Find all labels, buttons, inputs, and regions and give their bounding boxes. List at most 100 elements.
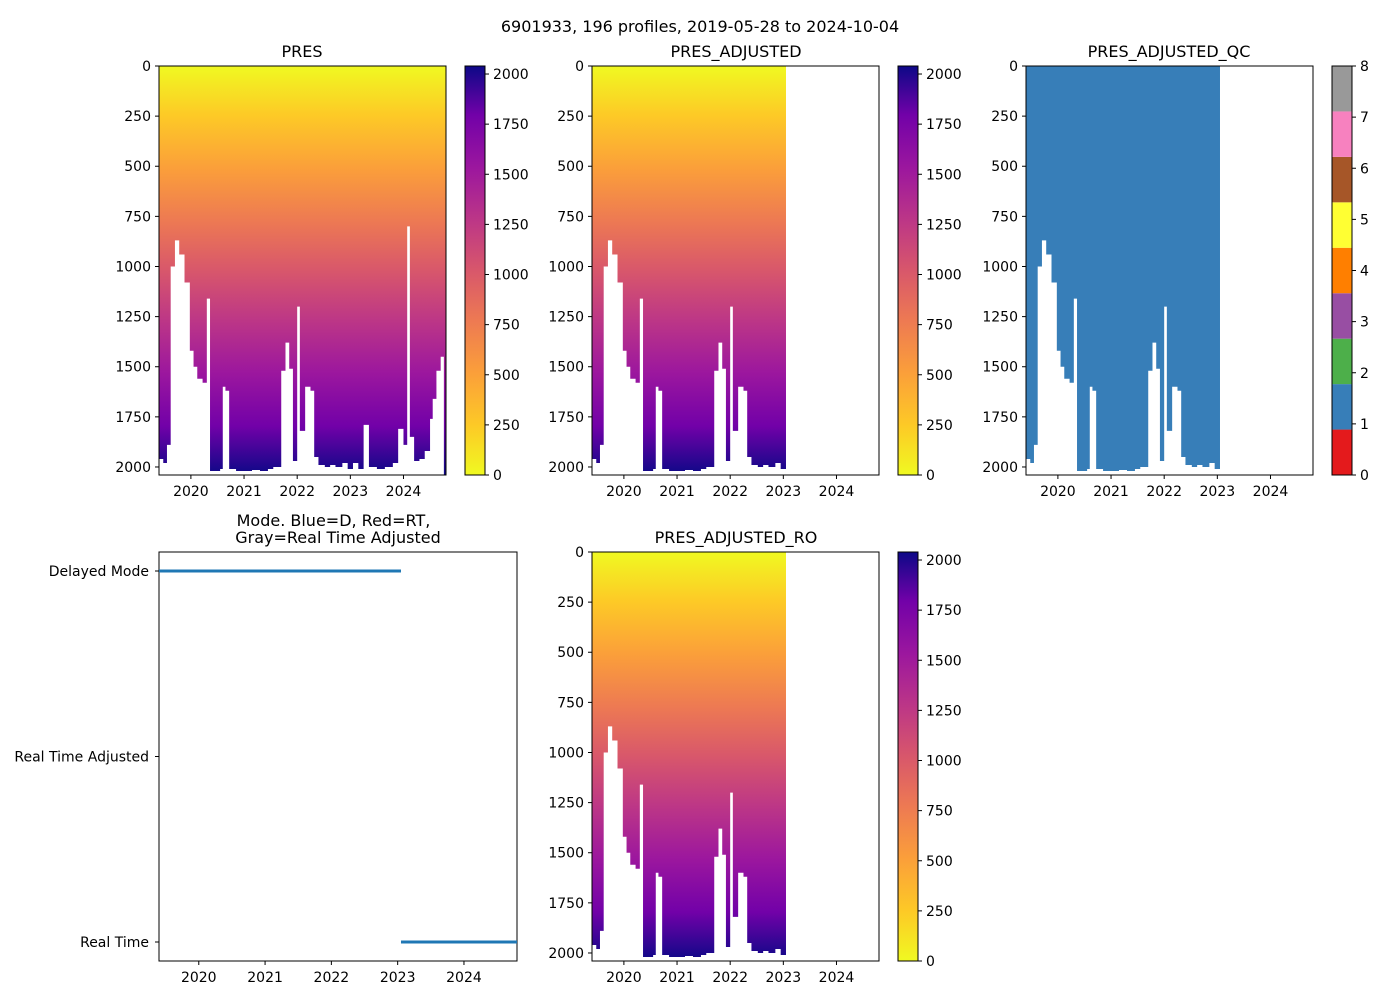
x-tick-label: 2021 — [226, 484, 262, 500]
y-tick-label: 1000 — [115, 259, 151, 275]
panel-title-line: Mode. Blue=D, Red=RT, — [237, 511, 431, 530]
colorbar-tick-label: 0 — [1360, 468, 1369, 484]
colorbar-tick-label: 750 — [926, 804, 953, 820]
y-tick-label: Real Time — [80, 935, 149, 951]
y-axis: 0 250 500 750 1000 1250 1500 1750 2000 — [548, 545, 592, 962]
y-tick-label: 500 — [557, 159, 584, 175]
plot-frame — [1025, 65, 1314, 476]
colorbar-tick-label: 2000 — [493, 67, 529, 83]
x-tick-label: 2023 — [1200, 484, 1236, 500]
colorbar-tick-label: 1250 — [926, 703, 962, 719]
panel-mode: Mode. Blue=D, Red=RT, Gray=Real Time Adj… — [14, 511, 518, 986]
y-tick-label: 1750 — [548, 896, 584, 912]
plot-frame — [591, 551, 880, 962]
missing-data-mask — [159, 226, 444, 475]
y-tick-label: 750 — [557, 695, 584, 711]
colorbar-tick-label: 1000 — [926, 754, 962, 770]
colorbar-tick-label: 1500 — [926, 167, 962, 183]
y-tick-label: 1000 — [982, 259, 1018, 275]
y-tick-label: 250 — [991, 109, 1018, 125]
y-tick-label: 1250 — [115, 310, 151, 326]
y-axis: 0 250 500 750 1000 1250 1500 1750 2000 — [548, 59, 592, 476]
colorbar-ticks: 0 1 2 3 4 5 6 7 8 — [1352, 59, 1369, 484]
y-tick-label: 1000 — [548, 259, 584, 275]
x-axis: 2020 2021 2022 2023 2024 — [181, 961, 482, 986]
x-tick-label: 2020 — [181, 970, 217, 986]
x-tick-label: 2024 — [1253, 484, 1289, 500]
colorbar-tick-label: 1750 — [926, 603, 962, 619]
x-axis: 2020 2021 2022 2023 2024 — [173, 475, 421, 500]
colorbar — [897, 65, 919, 476]
colorbar-tick-label: 6 — [1360, 161, 1369, 177]
colorbar-tick-label: 250 — [493, 418, 520, 434]
colorbar-tick-label: 1000 — [926, 268, 962, 284]
colorbar-tick-label: 0 — [926, 468, 935, 484]
qc-color-swatch — [1332, 202, 1352, 248]
x-tick-label: 2021 — [247, 970, 283, 986]
colorbar-tick-label: 4 — [1360, 264, 1369, 280]
x-tick-label: 2022 — [314, 970, 350, 986]
x-tick-label: 2024 — [819, 970, 855, 986]
y-tick-label: 750 — [124, 209, 151, 225]
colorbar-tick-label: 2000 — [926, 67, 962, 83]
colorbar-tick-label: 2 — [1360, 366, 1369, 382]
colorbar-tick-label: 7 — [1360, 110, 1369, 126]
panel-title: PRES_ADJUSTED_RO — [655, 528, 818, 548]
plot-frame — [158, 65, 447, 476]
colorbar-tick-label: 1250 — [493, 217, 529, 233]
y-tick-label: 1000 — [548, 745, 584, 761]
x-tick-label: 2020 — [173, 484, 209, 500]
colorbar-ticks: 0 250 500 750 1000 1250 1500 1750 2000 — [485, 67, 529, 484]
colorbar-tick-label: 3 — [1360, 315, 1369, 331]
colorbar-ticks: 0 250 500 750 1000 1250 1500 1750 2000 — [918, 553, 962, 970]
x-tick-label: 2022 — [712, 970, 748, 986]
plot-frame — [591, 65, 880, 476]
x-tick-label: 2020 — [606, 970, 642, 986]
y-axis: 0 250 500 750 1000 1250 1500 1750 2000 — [115, 59, 159, 476]
colorbar-tick-label: 1750 — [926, 117, 962, 133]
panel-pres-adjusted-ro: PRES_ADJUSTED_RO 0 250 500 750 1000 1250 1500 1… — [548, 528, 961, 986]
y-tick-label: 2000 — [115, 460, 151, 476]
y-axis: Delayed Mode Real Time Adjusted Real Time — [14, 564, 159, 951]
y-tick-label: 2000 — [548, 460, 584, 476]
panel-title: Mode. Blue=D, Red=RT, Gray=Real Time Adj… — [235, 511, 441, 547]
panel-title: PRES_ADJUSTED — [670, 42, 801, 62]
y-tick-label: 750 — [557, 209, 584, 225]
x-tick-label: 2024 — [446, 970, 482, 986]
y-tick-label: 1500 — [982, 360, 1018, 376]
x-axis: 2020 2021 2022 2023 2024 — [1040, 475, 1288, 500]
colorbar-tick-label: 1500 — [926, 653, 962, 669]
panel-title: PRES_ADJUSTED_QC — [1088, 42, 1251, 62]
colorbar-tick-label: 1 — [1360, 417, 1369, 433]
colorbar-tick-label: 0 — [493, 468, 502, 484]
qc-color-swatch — [1332, 247, 1352, 294]
y-tick-label: 1250 — [548, 310, 584, 326]
panel-title-line: Gray=Real Time Adjusted — [235, 528, 441, 547]
panel-pres-adjusted-qc: PRES_ADJUSTED_QC 02505007501000125015001… — [982, 42, 1369, 500]
y-tick-label: 1250 — [548, 796, 584, 812]
colorbar — [464, 65, 486, 476]
colorbar-tick-label: 750 — [493, 318, 520, 334]
x-tick-label: 2023 — [380, 970, 416, 986]
x-tick-label: 2023 — [333, 484, 369, 500]
y-tick-label: 500 — [991, 159, 1018, 175]
x-tick-label: 2023 — [766, 970, 802, 986]
x-tick-label: 2021 — [1093, 484, 1129, 500]
colorbar-tick-label: 250 — [926, 904, 953, 920]
colorbar-tick-label: 5 — [1360, 212, 1369, 228]
x-tick-label: 2024 — [819, 484, 855, 500]
y-tick-label: 1500 — [115, 360, 151, 376]
plot-frame — [158, 551, 518, 962]
panel-title: PRES — [281, 42, 322, 61]
mode-series — [159, 569, 517, 944]
qc-color-swatch — [1332, 429, 1352, 475]
colorbar-tick-label: 500 — [493, 368, 520, 384]
y-axis: 0 250 500 750 1000 1250 1500 1750 2000 — [982, 59, 1026, 476]
y-tick-label: 1750 — [982, 410, 1018, 426]
colorbar-ticks: 0 250 500 750 1000 1250 1500 1750 2000 — [918, 67, 962, 484]
x-tick-label: 2021 — [659, 484, 695, 500]
y-tick-label: 750 — [991, 209, 1018, 225]
panel-pres-adjusted: PRES_ADJUSTED 0 250 500 750 1000 1250 1500 1750… — [548, 42, 961, 500]
figure-suptitle: 6901933, 196 profiles, 2019-05-28 to 202… — [501, 17, 899, 36]
